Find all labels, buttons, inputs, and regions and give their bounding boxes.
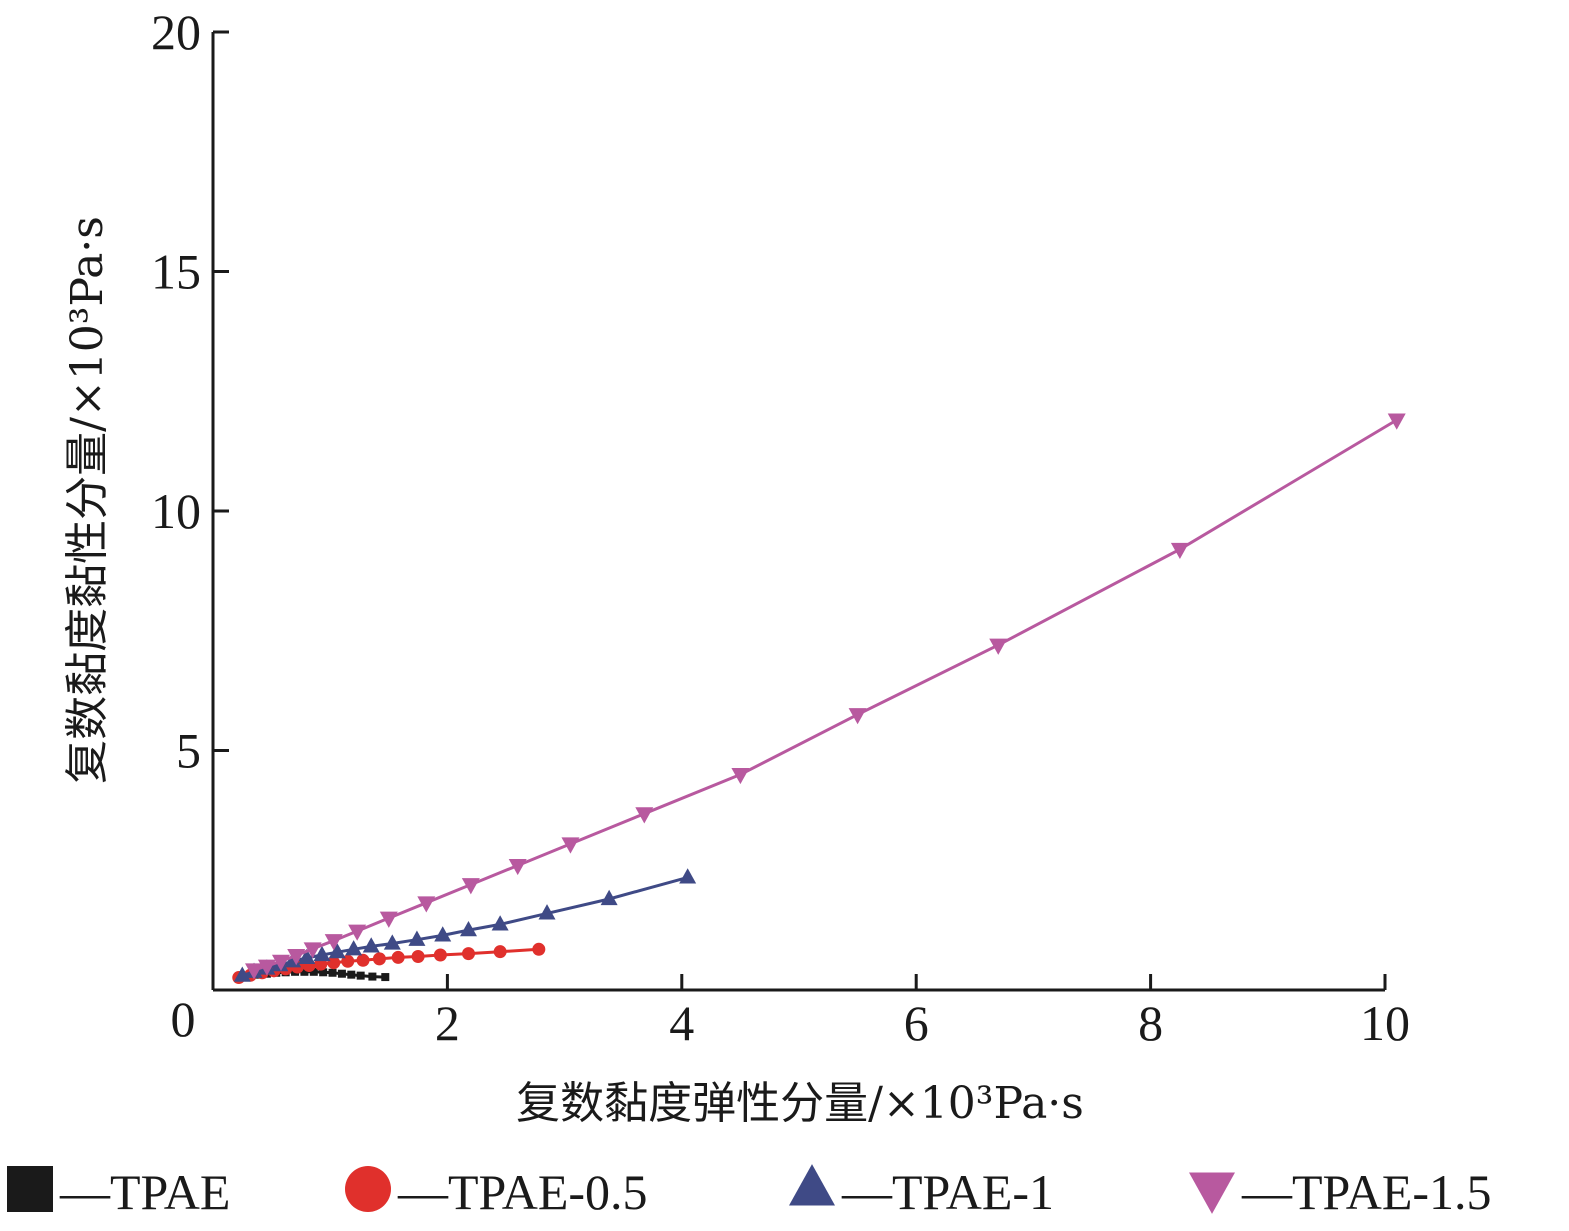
y-ticks: 5 10 15 20 — [151, 4, 229, 779]
data-point — [538, 904, 556, 920]
data-point — [337, 969, 346, 978]
data-point — [356, 971, 365, 980]
data-point — [345, 940, 363, 956]
data-point — [319, 968, 328, 977]
x-tick-label: 2 — [435, 995, 460, 1051]
data-point — [303, 942, 322, 959]
data-point — [408, 930, 426, 946]
data-point — [461, 878, 480, 895]
data-point — [298, 948, 316, 965]
x-tick-label: 4 — [669, 995, 694, 1051]
legend-label: —TPAE — [59, 1164, 230, 1220]
x-tick-label: 8 — [1138, 995, 1163, 1051]
data-point — [1387, 413, 1406, 430]
data-point — [434, 926, 452, 942]
y-axis-label: 复数黏度黏性分量/×10³Pa·s — [62, 216, 113, 784]
y-tick-label: 20 — [151, 4, 201, 60]
data-point — [679, 868, 697, 884]
legend-marker — [1189, 1172, 1235, 1214]
data-point — [459, 920, 477, 937]
data-point — [233, 966, 251, 982]
legend-item: —TPAE — [7, 1164, 230, 1220]
data-point — [381, 973, 390, 982]
data-point — [461, 947, 475, 961]
data-point — [417, 896, 436, 913]
data-point — [356, 953, 370, 967]
data-point — [493, 945, 507, 959]
data-point — [383, 934, 401, 950]
data-point — [561, 837, 580, 854]
data-point — [372, 952, 386, 966]
y-tick-label: 5 — [176, 723, 201, 779]
data-point — [600, 889, 618, 906]
data-point — [327, 956, 341, 970]
series-line — [253, 418, 1398, 972]
data-point — [433, 948, 447, 962]
y-tick-label: 15 — [151, 244, 201, 300]
data-point — [313, 945, 331, 962]
data-point — [848, 708, 867, 725]
data-point — [287, 949, 306, 966]
series-3 — [245, 413, 1406, 980]
data-point — [245, 963, 264, 980]
legend-marker — [345, 1166, 391, 1212]
legend-label: —TPAE-1 — [841, 1164, 1054, 1220]
data-point — [328, 968, 337, 977]
data-point — [271, 954, 290, 971]
legend-label: —TPAE-0.5 — [397, 1164, 648, 1220]
data-point — [348, 924, 367, 941]
data-point — [324, 934, 343, 951]
data-point — [347, 970, 356, 979]
legend-label: —TPAE-1.5 — [1241, 1164, 1492, 1220]
data-point — [635, 807, 654, 824]
data-point — [257, 959, 276, 976]
x-tick-label: 10 — [1360, 995, 1410, 1051]
data-point — [309, 967, 318, 976]
x-tick-label: 6 — [904, 995, 929, 1051]
data-point — [508, 858, 527, 876]
legend-item: —TPAE-0.5 — [345, 1164, 648, 1220]
data-point — [731, 767, 750, 785]
y-tick-label: 10 — [151, 483, 201, 539]
data-point — [368, 972, 377, 981]
data-point — [362, 937, 380, 953]
axes — [211, 32, 1385, 992]
data-point — [328, 942, 346, 959]
x-ticks: 2 4 6 8 10 — [435, 974, 1410, 1051]
series-layer — [232, 413, 1406, 985]
legend-item: —TPAE-1.5 — [1189, 1164, 1492, 1220]
legend-item: —TPAE-1 — [789, 1164, 1054, 1220]
legend-marker — [7, 1166, 53, 1212]
data-point — [491, 915, 509, 931]
data-point — [989, 638, 1008, 655]
data-point — [391, 950, 405, 964]
legend: —TPAE —TPAE-0.5 —TPAE-1 —TPAE-1.5 — [7, 1164, 1492, 1220]
origin-label: 0 — [171, 991, 196, 1047]
x-axis-label: 复数黏度弹性分量/×10³Pa·s — [516, 1078, 1084, 1129]
legend-marker — [789, 1164, 835, 1206]
data-point — [411, 949, 425, 963]
data-point — [300, 967, 309, 976]
data-point — [379, 911, 398, 928]
data-point — [532, 942, 546, 956]
data-point — [1170, 542, 1189, 560]
